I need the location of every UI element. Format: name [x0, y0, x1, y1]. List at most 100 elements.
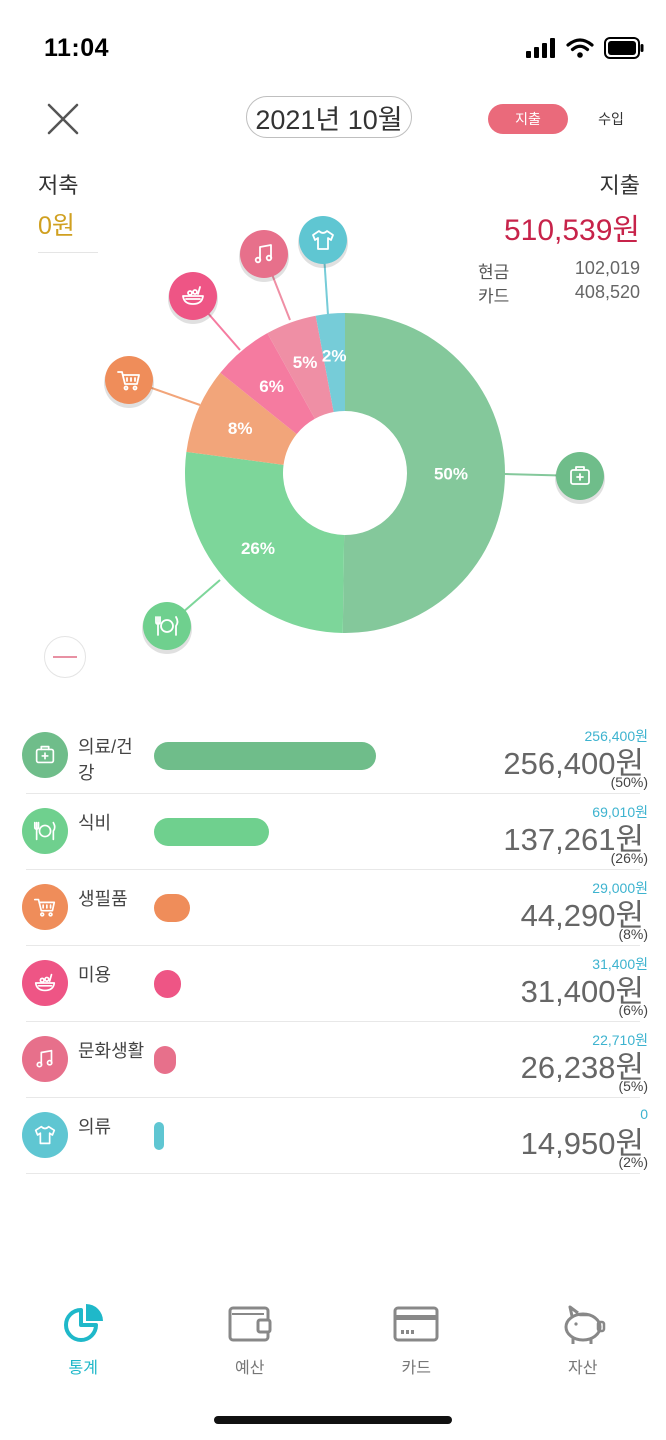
nav-label: 통계 — [68, 1360, 98, 1377]
dining-icon — [33, 821, 56, 841]
status-icons — [526, 36, 644, 60]
expense-total: 510,539원 — [503, 214, 640, 247]
category-bar — [154, 970, 181, 998]
pie-slice-3[interactable] — [220, 333, 315, 435]
nav-assets[interactable]: 자산 — [500, 1300, 666, 1380]
beauty-bowl-icon — [34, 973, 56, 992]
nav-label: 예산 — [235, 1360, 265, 1377]
collapse-button[interactable] — [44, 636, 86, 678]
category-row[interactable]: 의류 0 14,950원 (2%) — [22, 1098, 648, 1174]
category-icon-circle — [22, 1036, 68, 1082]
category-icon-circle — [22, 808, 68, 854]
category-budget: 31,400원 — [592, 956, 648, 972]
music-note-icon — [254, 244, 273, 264]
card-row: 카드 408,520 — [478, 282, 640, 307]
pie-slice-1[interactable] — [185, 451, 345, 633]
bottom-nav: 통계 예산 카드 자산 — [0, 1300, 666, 1380]
category-percent: (2%) — [618, 1154, 648, 1170]
category-list: 의료/건강 256,400원 256,400원 (50%) 식비 69,010원… — [22, 718, 648, 1174]
category-amount: 26,238원 — [520, 1050, 644, 1085]
nav-card[interactable]: 카드 — [333, 1300, 500, 1380]
category-icon-circle — [22, 732, 68, 778]
category-amount: 14,950원 — [520, 1126, 644, 1161]
pie-percent-label: 6% — [259, 377, 284, 396]
category-name: 문화생활 — [78, 1041, 145, 1061]
category-row[interactable]: 생필품 29,000원 44,290원 (8%) — [22, 870, 648, 946]
music-note-icon — [36, 1049, 53, 1068]
category-percent: (26%) — [610, 850, 648, 866]
statistics-pie-icon — [64, 1304, 104, 1342]
pie-percent-label: 50% — [434, 465, 468, 484]
category-donut-chart: 50% 26% 8% 6% 5% 2% — [104, 216, 605, 654]
piggy-bank-icon — [564, 1305, 605, 1344]
status-time: 11:04 — [44, 34, 110, 62]
category-percent: (5%) — [618, 1078, 648, 1094]
pie-percent-label: 26% — [241, 539, 275, 558]
category-bar — [154, 818, 270, 846]
category-percent: (8%) — [618, 926, 648, 942]
category-name: 생필품 — [78, 889, 128, 909]
category-name: 의료/건강 — [78, 737, 133, 783]
shopping-cart-icon — [33, 898, 56, 917]
tab-income[interactable]: 수입 — [598, 111, 624, 127]
category-budget: 69,010원 — [592, 804, 648, 820]
pie-slice-5[interactable] — [315, 313, 345, 413]
category-icon-circle — [22, 884, 68, 930]
beauty-bowl-icon — [182, 286, 204, 305]
category-name: 식비 — [78, 813, 112, 833]
pie-slice-2[interactable] — [186, 372, 297, 465]
slice-icon-bubble-1[interactable] — [142, 602, 192, 654]
pie-slice-0[interactable] — [342, 313, 506, 633]
cash-label: 현금 — [478, 263, 510, 282]
tab-expense[interactable]: 지출 — [488, 104, 568, 134]
category-bar — [154, 742, 376, 770]
home-indicator — [214, 1416, 452, 1424]
wifi-icon — [566, 38, 594, 58]
savings-value: 0원 — [38, 206, 98, 253]
category-name: 의류 — [78, 1117, 112, 1137]
slice-icon-bubble-0[interactable] — [555, 452, 605, 504]
expense-label: 지출 — [599, 173, 640, 198]
category-row[interactable]: 미용 31,400원 31,400원 (6%) — [22, 946, 648, 1022]
category-amount: 137,261원 — [503, 822, 644, 857]
category-name: 미용 — [78, 965, 112, 985]
card-value: 408,520 — [574, 282, 640, 302]
battery-icon — [604, 37, 644, 59]
slice-icon-bubble-4[interactable] — [239, 230, 289, 282]
pie-percent-label: 5% — [293, 353, 318, 372]
category-amount: 256,400원 — [503, 746, 644, 781]
category-budget: 256,400원 — [584, 728, 649, 744]
nav-statistics[interactable]: 통계 — [0, 1300, 167, 1380]
category-bar — [154, 1046, 177, 1074]
category-row[interactable]: 식비 69,010원 137,261원 (26%) — [22, 794, 648, 870]
cash-row: 현금 102,019 — [478, 258, 640, 283]
close-icon — [47, 103, 79, 135]
category-percent: (50%) — [610, 774, 648, 790]
pie-slice-4[interactable] — [267, 315, 334, 419]
first-aid-kit-icon — [570, 466, 590, 485]
category-row[interactable]: 의료/건강 256,400원 256,400원 (50%) — [22, 718, 648, 794]
category-amount: 31,400원 — [520, 974, 644, 1009]
month-selector[interactable]: 2021년 10월 — [246, 96, 412, 138]
credit-card-icon — [393, 1306, 439, 1342]
category-row[interactable]: 문화생활 22,710원 26,238원 (5%) — [22, 1022, 648, 1098]
pie-percent-label: 2% — [322, 346, 347, 365]
slice-icon-bubble-3[interactable] — [168, 272, 218, 324]
category-bar — [154, 1122, 164, 1150]
savings-label: 저축 — [38, 173, 79, 198]
nav-budget[interactable]: 예산 — [167, 1300, 334, 1380]
category-budget: 29,000원 — [592, 880, 648, 896]
close-button[interactable] — [40, 96, 86, 142]
slice-icon-bubble-2[interactable] — [104, 356, 154, 408]
nav-label: 자산 — [568, 1360, 598, 1377]
wallet-icon — [228, 1306, 272, 1342]
t-shirt-icon — [312, 230, 334, 250]
category-budget: 22,710원 — [592, 1032, 648, 1048]
category-amount: 44,290원 — [520, 898, 644, 933]
cash-value: 102,019 — [574, 258, 640, 278]
slice-icon-bubble-5[interactable] — [298, 216, 348, 268]
category-icon-circle — [22, 960, 68, 1006]
card-label: 카드 — [478, 287, 510, 306]
category-percent: (6%) — [618, 1002, 648, 1018]
shopping-cart-icon — [117, 371, 140, 391]
